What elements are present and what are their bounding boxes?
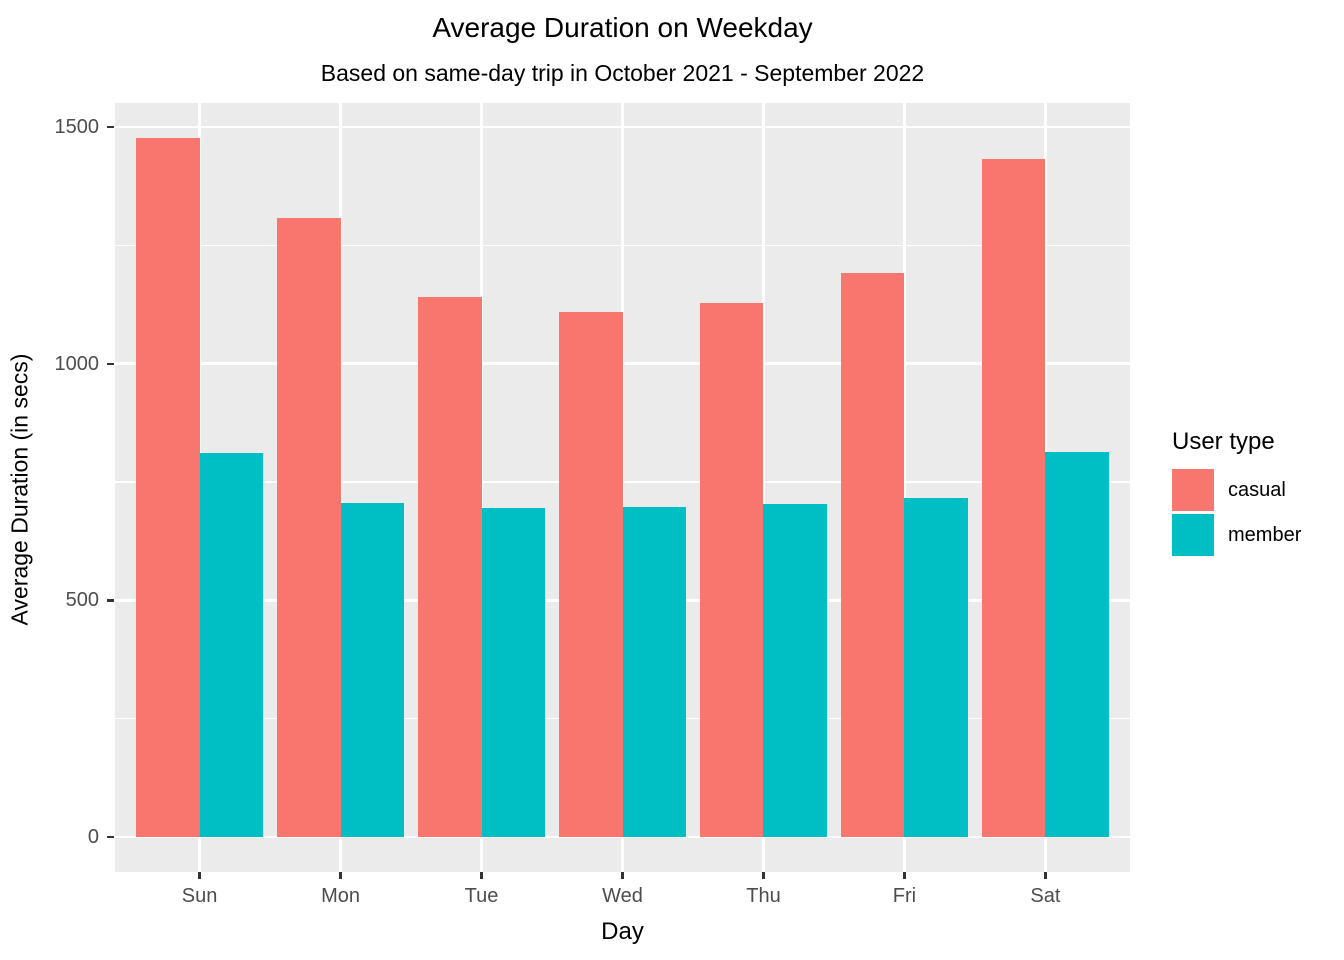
y-tick-label: 1500 [54, 116, 100, 139]
x-tick-label: Wed [602, 885, 643, 907]
vertical-gridline [339, 103, 342, 872]
legend-rows: casual member [1172, 469, 1342, 556]
legend-item-casual: casual [1172, 469, 1342, 511]
x-tick-label: Mon [321, 885, 360, 907]
plot-panel [115, 103, 1130, 872]
legend-key-member [1172, 514, 1214, 556]
legend-title: User type [1172, 428, 1275, 455]
x-tick-label: Sat [1030, 885, 1061, 907]
bar-casual-fri [841, 273, 905, 837]
x-tick-mark [621, 872, 624, 879]
y-tick-label: 0 [87, 825, 99, 848]
bar-casual-wed [559, 312, 623, 837]
bar-member-thu [763, 503, 827, 837]
chart-title: Average Duration on Weekday [432, 12, 813, 43]
bar-casual-sat [981, 159, 1046, 837]
x-tick-mark [480, 872, 483, 879]
x-axis-title: Day [601, 918, 644, 945]
chart-subtitle: Based on same-day trip in October 2021 -… [320, 60, 925, 86]
legend: User type casual member [1172, 428, 1342, 559]
bar-casual-tue [418, 297, 482, 837]
x-tick-mark [339, 872, 342, 879]
x-tick-mark [1044, 872, 1047, 879]
x-tick-label: Thu [746, 885, 781, 907]
bar-casual-mon [277, 218, 341, 837]
y-tick-label: 1000 [54, 352, 100, 375]
y-tick-mark [107, 362, 114, 365]
x-tick-mark [198, 872, 201, 879]
bar-casual-sun [136, 138, 200, 837]
y-tick-mark [107, 599, 114, 602]
bar-member-tue [481, 508, 545, 837]
legend-item-member: member [1172, 514, 1342, 556]
bar-member-mon [340, 502, 404, 837]
bar-member-wed [622, 507, 686, 837]
legend-label-member: member [1228, 523, 1302, 546]
bar-casual-thu [700, 303, 764, 837]
y-tick-label: 500 [65, 589, 99, 612]
x-tick-label: Tue [464, 885, 499, 907]
legend-label-casual: casual [1228, 478, 1286, 501]
vertical-gridline [480, 103, 483, 872]
x-tick-mark [903, 872, 906, 879]
x-tick-label: Sun [181, 885, 218, 907]
legend-key-casual [1172, 469, 1214, 511]
y-tick-mark [107, 835, 114, 839]
x-tick-label: Fri [892, 885, 917, 907]
x-tick-mark [762, 872, 765, 879]
y-axis-title: Average Duration (in secs) [6, 353, 33, 626]
bar-member-sat [1045, 451, 1109, 837]
y-tick-mark [107, 125, 114, 129]
vertical-gridline [903, 103, 906, 872]
bar-member-fri [904, 497, 968, 837]
bar-member-sun [199, 452, 264, 837]
